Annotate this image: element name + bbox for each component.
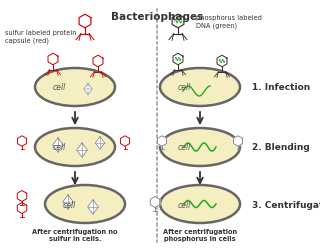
- Text: phosphorus labeled
DNA (green): phosphorus labeled DNA (green): [196, 15, 262, 29]
- Polygon shape: [17, 203, 27, 214]
- Polygon shape: [173, 54, 183, 66]
- Ellipse shape: [45, 185, 125, 223]
- Ellipse shape: [160, 69, 240, 107]
- Polygon shape: [95, 137, 105, 150]
- Text: cell: cell: [177, 83, 191, 92]
- Polygon shape: [52, 138, 63, 153]
- Ellipse shape: [35, 129, 115, 166]
- Text: 2. Blending: 2. Blending: [252, 143, 310, 152]
- Ellipse shape: [160, 129, 240, 166]
- Text: Bacteriophages: Bacteriophages: [111, 12, 203, 22]
- Text: cell: cell: [62, 200, 76, 209]
- Polygon shape: [17, 191, 27, 202]
- Ellipse shape: [160, 185, 240, 223]
- Polygon shape: [63, 195, 73, 209]
- Text: After centrifugation
phosphorus in cells: After centrifugation phosphorus in cells: [163, 228, 237, 241]
- Text: sulfur labeled protein
capsule (red): sulfur labeled protein capsule (red): [5, 30, 76, 43]
- Text: cell: cell: [52, 143, 66, 152]
- Polygon shape: [76, 143, 87, 158]
- Polygon shape: [48, 54, 58, 66]
- Polygon shape: [79, 15, 91, 29]
- Text: After centrifugation no
sulfur in cells.: After centrifugation no sulfur in cells.: [32, 228, 118, 241]
- Polygon shape: [234, 136, 243, 147]
- Polygon shape: [18, 136, 27, 147]
- Polygon shape: [120, 136, 130, 147]
- Text: 1. Infection: 1. Infection: [252, 83, 310, 92]
- Polygon shape: [88, 200, 99, 214]
- Ellipse shape: [35, 69, 115, 107]
- Polygon shape: [217, 56, 227, 68]
- Polygon shape: [157, 136, 166, 147]
- Text: cell: cell: [177, 143, 191, 152]
- Polygon shape: [172, 15, 184, 29]
- Text: 3. Centrifugation: 3. Centrifugation: [252, 200, 320, 209]
- Polygon shape: [84, 84, 92, 95]
- Text: cell: cell: [52, 83, 66, 92]
- Polygon shape: [150, 197, 160, 208]
- Text: cell: cell: [177, 200, 191, 209]
- Polygon shape: [93, 56, 103, 68]
